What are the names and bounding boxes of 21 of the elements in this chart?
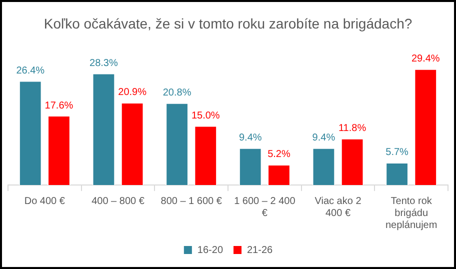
data-label: 5.7% xyxy=(386,147,409,158)
x-tick-label: Tento rok brigádu neplánujem xyxy=(385,196,438,231)
legend-label: 21-26 xyxy=(247,244,274,256)
x-tick-label: Do 400 € xyxy=(24,196,66,207)
data-label: 26.4% xyxy=(16,66,45,77)
x-tick-label: 1 600 – 2 400 € xyxy=(234,196,296,219)
x-tick-label: 400 – 800 € xyxy=(92,196,145,207)
data-label: 17.6% xyxy=(44,100,74,112)
data-label: 28.3% xyxy=(90,58,118,70)
data-label: 9.4% xyxy=(312,132,336,144)
data-label: 20.8% xyxy=(162,88,192,99)
legend-label: 16-20 xyxy=(197,244,224,256)
data-label: 11.8% xyxy=(338,123,366,134)
data-label: 20.9% xyxy=(118,87,147,98)
x-tick-label: 800 – 1 600 € xyxy=(160,196,222,207)
data-label: 29.4% xyxy=(411,54,440,65)
data-label: 5.2% xyxy=(268,149,290,160)
data-label: 15.0% xyxy=(191,110,220,122)
chart-title: Koľko očakávate, že si v tomto roku zarobíte na brigádach? xyxy=(44,15,412,32)
x-tick-label: Viac ako 2 400 € xyxy=(314,196,362,219)
data-label: 9.4% xyxy=(238,132,262,144)
